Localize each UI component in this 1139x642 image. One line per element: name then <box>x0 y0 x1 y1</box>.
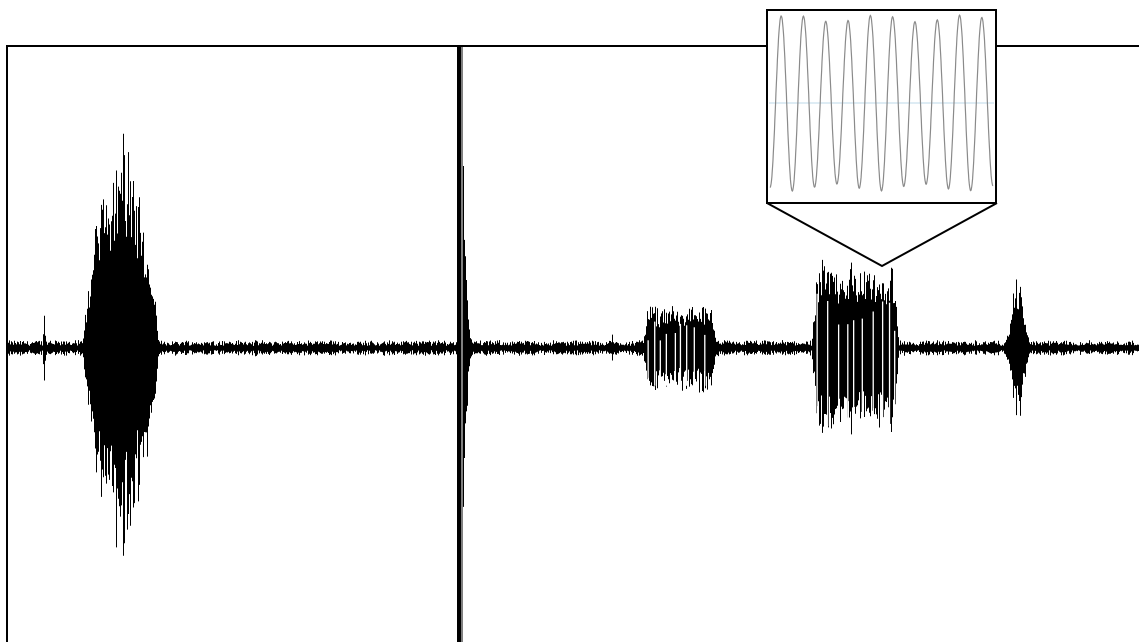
zoom-callout-lines <box>766 202 998 268</box>
zoom-inset <box>766 9 998 268</box>
zoom-inset-sine-trace <box>769 14 994 192</box>
zoom-inset-frame <box>766 9 997 204</box>
left-waveform-trace <box>8 133 458 556</box>
left-waveform-panel <box>6 45 459 642</box>
right-waveform-trace <box>463 166 1139 507</box>
